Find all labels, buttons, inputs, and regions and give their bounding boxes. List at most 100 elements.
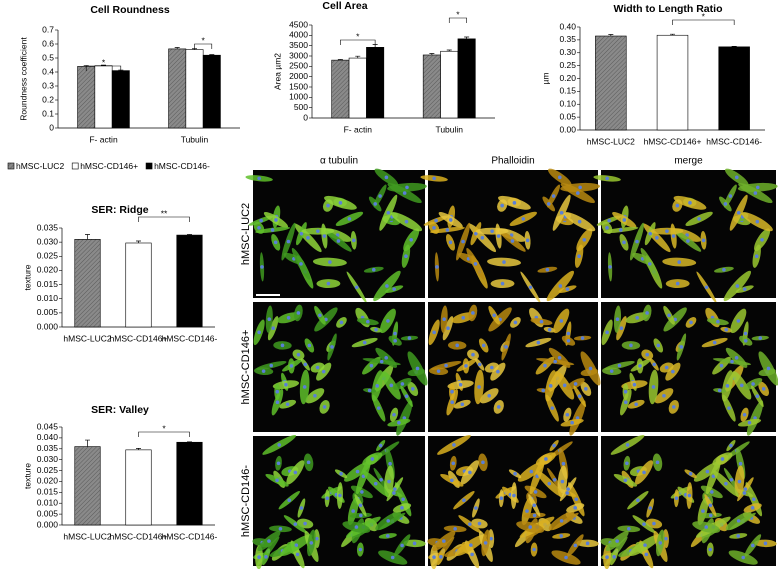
nucleus [378,194,382,198]
nucleus [306,236,310,240]
nucleus [351,509,355,513]
nucleus [648,506,652,510]
nucleus [449,218,453,222]
nucleus [393,339,397,343]
nucleus [689,321,693,325]
nucleus [567,339,571,343]
nucleus [404,254,408,258]
nucleus [355,525,359,529]
nucleus [552,444,556,448]
y-tick-label: 0.15 [559,86,576,96]
x-tick-label: F- actin [89,134,118,144]
y-tick-label: 0.035 [37,443,59,453]
nucleus [299,262,303,266]
nucleus [652,363,656,367]
nucleus [737,519,741,523]
y-tick-label: 0.3 [42,80,54,90]
nucleus [645,353,649,357]
y-tick-label: 0.35 [559,34,576,44]
bar [203,55,220,128]
legend-label: hMSC-CD146+ [80,161,138,171]
nucleus [622,241,626,245]
nucleus [521,217,525,221]
nucleus [605,177,609,181]
x-tick-label: hMSC-CD146+ [110,531,168,541]
nucleus [496,370,500,374]
nucleus [624,400,628,404]
y-tick-label: 0.010 [37,293,59,303]
nucleus [578,394,582,398]
column-header: Phalloidin [491,156,534,167]
nucleus [287,316,291,320]
legend-label: hMSC-LUC2 [16,161,64,171]
nucleus [360,490,364,494]
nucleus [478,363,482,367]
nucleus [722,268,726,272]
nucleus [372,268,376,272]
bar [719,47,750,130]
y-axis-label: Roundness coefficient [18,37,28,121]
nucleus [411,387,415,391]
nucleus [553,360,557,364]
nucleus [379,478,383,482]
y-tick-label: 0.025 [37,251,59,261]
row-label: hMSC-CD146+ [240,330,252,405]
nucleus [675,496,679,500]
nucleus [644,553,648,557]
nucleus [605,226,609,230]
nucleus [566,287,570,291]
nucleus [274,241,278,245]
nucleus [409,238,413,242]
chart-title: Width to Length Ratio [614,3,723,15]
y-tick-label: 0.025 [37,465,59,475]
nucleus [560,319,564,323]
nucleus [709,514,713,518]
nucleus [279,527,283,531]
nucleus [308,344,312,348]
column-header: α tubulin [320,156,358,167]
y-tick-label: 0.00 [559,124,576,134]
nucleus [652,385,656,389]
nucleus [743,287,747,291]
nucleus [276,400,280,404]
nucleus [386,211,390,215]
legend-swatch [146,163,152,169]
nucleus [281,344,285,348]
bar [75,239,101,327]
nucleus [513,201,517,205]
nucleus [553,478,557,482]
nucleus [730,360,734,364]
nucleus [564,556,568,560]
nucleus [474,506,478,510]
nucleus [459,383,463,387]
nucleus [340,321,344,325]
nucleus [532,548,536,552]
nucleus [740,384,744,388]
nucleus [659,541,663,545]
nucleus [450,390,454,394]
nucleus [540,320,544,324]
nucleus [582,238,586,242]
y-tick-label: 0.030 [37,236,59,246]
nucleus [589,367,593,371]
nucleus [618,364,622,368]
nucleus [403,191,407,195]
nucleus [560,519,564,523]
nucleus [405,394,409,398]
nucleus [751,506,755,510]
nucleus [442,539,446,543]
y-tick-label: 0.040 [37,432,59,442]
nucleus [754,191,758,195]
nucleus [752,497,756,501]
nucleus [566,413,570,417]
bar [126,450,152,525]
nucleus [452,443,456,447]
nucleus [562,462,566,466]
nucleus [432,177,436,181]
nucleus [550,406,554,410]
nucleus [377,406,381,410]
nucleus [608,265,612,269]
nucleus [672,234,676,238]
nucleus [373,202,377,206]
